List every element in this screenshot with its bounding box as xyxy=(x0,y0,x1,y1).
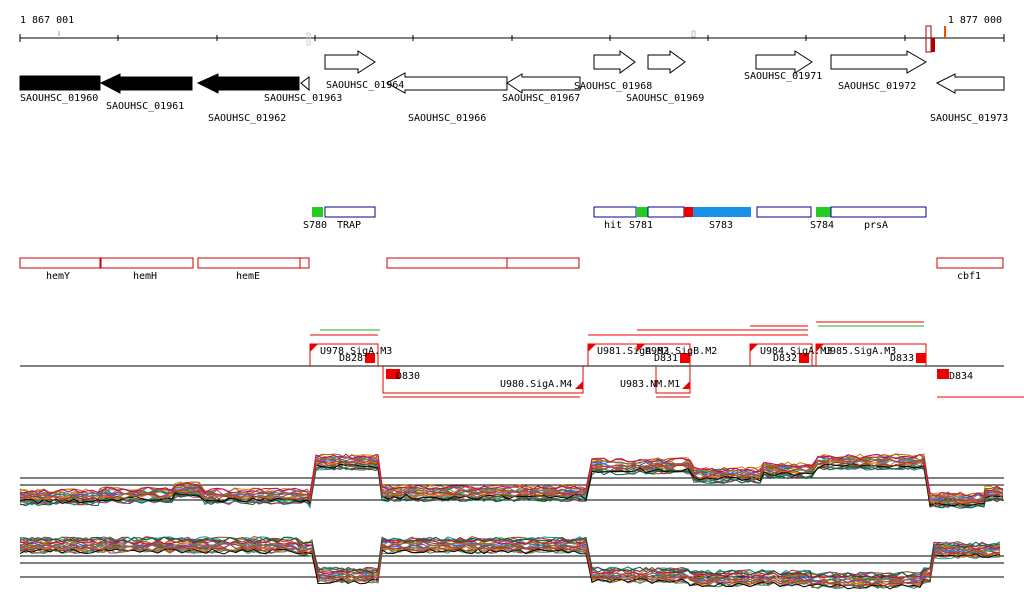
feature-label: U978.SigA.M3 xyxy=(320,346,392,357)
segment-label: TRAP xyxy=(337,220,361,231)
coordinate-ruler: 1 867 001 1 877 000 xyxy=(19,15,1005,53)
gene-arrow-saouhsc-01968[interactable] xyxy=(593,50,636,74)
expression-trace-line xyxy=(19,460,1004,505)
gene-label: SAOUHSC_01969 xyxy=(626,93,704,104)
segment-label: S784 xyxy=(810,220,834,231)
gene-labels: SAOUHSC_01960 SAOUHSC_01961 SAOUHSC_0196… xyxy=(20,71,1008,124)
gene-arrow-saouhsc-01967[interactable] xyxy=(506,73,581,94)
segment-box[interactable] xyxy=(647,206,685,218)
gene-label: SAOUHSC_01963 xyxy=(264,93,342,104)
expression-trace-line xyxy=(19,541,1001,582)
ruler-ticks xyxy=(19,34,1005,42)
segment-box[interactable] xyxy=(593,206,637,218)
gene-arrow-saouhsc-01963[interactable] xyxy=(300,76,310,92)
expression-traces xyxy=(19,453,1004,509)
gene-label: SAOUHSC_01961 xyxy=(106,101,184,112)
segment-box[interactable] xyxy=(312,207,323,217)
gene-arrow-saouhsc-01960[interactable] xyxy=(19,75,101,91)
gene-arrow-saouhsc-01969[interactable] xyxy=(647,50,686,74)
operon-track xyxy=(19,257,1004,269)
operon-label: cbf1 xyxy=(957,271,981,282)
expression-trace-line xyxy=(19,465,1004,509)
feature-track: U978.SigA.M3 D828 U981.SigA.M3 U982.SigB… xyxy=(20,321,1024,398)
gene-label: SAOUHSC_01962 xyxy=(208,113,286,124)
expression-trace-line xyxy=(19,548,1001,590)
segment-track: S780 TRAP hit S781 S783 S784 prsA xyxy=(303,206,927,231)
feature-label: D834 xyxy=(949,371,973,382)
expression-trace-line xyxy=(19,458,1004,503)
expression-trace-line xyxy=(19,543,1001,585)
operon-box[interactable] xyxy=(19,257,101,269)
gene-label: SAOUHSC_01971 xyxy=(744,71,822,82)
ruler-markers xyxy=(58,25,946,53)
feature-label: D833 xyxy=(890,353,914,364)
segment-label: prsA xyxy=(864,220,888,231)
expression-trace-line xyxy=(19,536,1001,577)
segment-box[interactable] xyxy=(324,206,376,218)
gene-label: SAOUHSC_01966 xyxy=(408,113,486,124)
segment-box[interactable] xyxy=(637,207,648,217)
expression-trace-line xyxy=(19,536,1001,578)
segment-box[interactable] xyxy=(684,207,693,217)
feature-label: D832 xyxy=(773,353,797,364)
feature-label: U983.NM.M1 xyxy=(620,379,680,390)
gene-arrow-saouhsc-01964[interactable] xyxy=(324,50,376,74)
ruler-start-coordinate: 1 867 001 xyxy=(20,15,74,26)
segment-label: S781 xyxy=(629,220,653,231)
feature-label: U985.SigA.M3 xyxy=(824,346,896,357)
operon-box[interactable] xyxy=(100,257,194,269)
gene-arrow-saouhsc-01961[interactable] xyxy=(99,73,193,94)
expression-panel-bottom xyxy=(19,536,1004,590)
segment-label: S783 xyxy=(709,220,733,231)
gene-label: SAOUHSC_01967 xyxy=(502,93,580,104)
operon-box[interactable] xyxy=(936,257,1004,269)
feature-label: D828 xyxy=(339,353,363,364)
operon-box[interactable] xyxy=(197,257,301,269)
expression-traces xyxy=(19,536,1001,590)
feature-label: U981.SigA.M3 xyxy=(597,346,669,357)
segment-box[interactable] xyxy=(756,206,812,218)
gene-arrow-saouhsc-01973[interactable] xyxy=(935,73,1005,94)
operon-label: hemH xyxy=(133,271,157,282)
segment-label: S780 xyxy=(303,220,327,231)
feature-label: U982.SigB.M2 xyxy=(645,346,717,357)
operon-box[interactable] xyxy=(386,257,508,269)
gene-label: SAOUHSC_01964 xyxy=(326,80,404,91)
segment-box[interactable] xyxy=(816,207,831,217)
feature-label: U980.SigA.M4 xyxy=(500,379,572,390)
gene-arrow-saouhsc-01972[interactable] xyxy=(830,50,927,74)
expression-trace-line xyxy=(19,456,1004,500)
expression-trace-line xyxy=(19,540,1001,582)
segment-label: hit xyxy=(604,220,622,231)
gene-arrow-saouhsc-01966[interactable] xyxy=(385,72,508,94)
feature-label: D831 xyxy=(654,353,678,364)
gene-label: SAOUHSC_01973 xyxy=(930,113,1008,124)
operon-box[interactable] xyxy=(506,257,580,269)
segment-box[interactable] xyxy=(693,207,751,217)
gene-track xyxy=(19,50,1005,94)
operon-labels: hemY hemH hemE cbf1 xyxy=(46,271,981,282)
operon-label: hemY xyxy=(46,271,70,282)
segment-box[interactable] xyxy=(830,206,927,218)
ruler-end-coordinate: 1 877 000 xyxy=(948,15,1002,26)
expression-trace-line xyxy=(19,463,1004,507)
gene-label: SAOUHSC_01968 xyxy=(574,81,652,92)
expression-panel-top xyxy=(19,453,1004,509)
gene-arrow-saouhsc-01971[interactable] xyxy=(755,50,813,74)
expression-trace-line xyxy=(19,462,1004,507)
gene-label: SAOUHSC_01972 xyxy=(838,81,916,92)
feature-label: D830 xyxy=(396,371,420,382)
feature-label: U984.SigA.M3 xyxy=(760,346,832,357)
expression-trace-line xyxy=(19,547,1001,589)
gene-label: SAOUHSC_01960 xyxy=(20,93,98,104)
expression-trace-line xyxy=(19,453,1004,498)
operon-label: hemE xyxy=(236,271,260,282)
operon-box[interactable] xyxy=(299,257,310,269)
gene-arrow-saouhsc-01962[interactable] xyxy=(196,73,300,94)
